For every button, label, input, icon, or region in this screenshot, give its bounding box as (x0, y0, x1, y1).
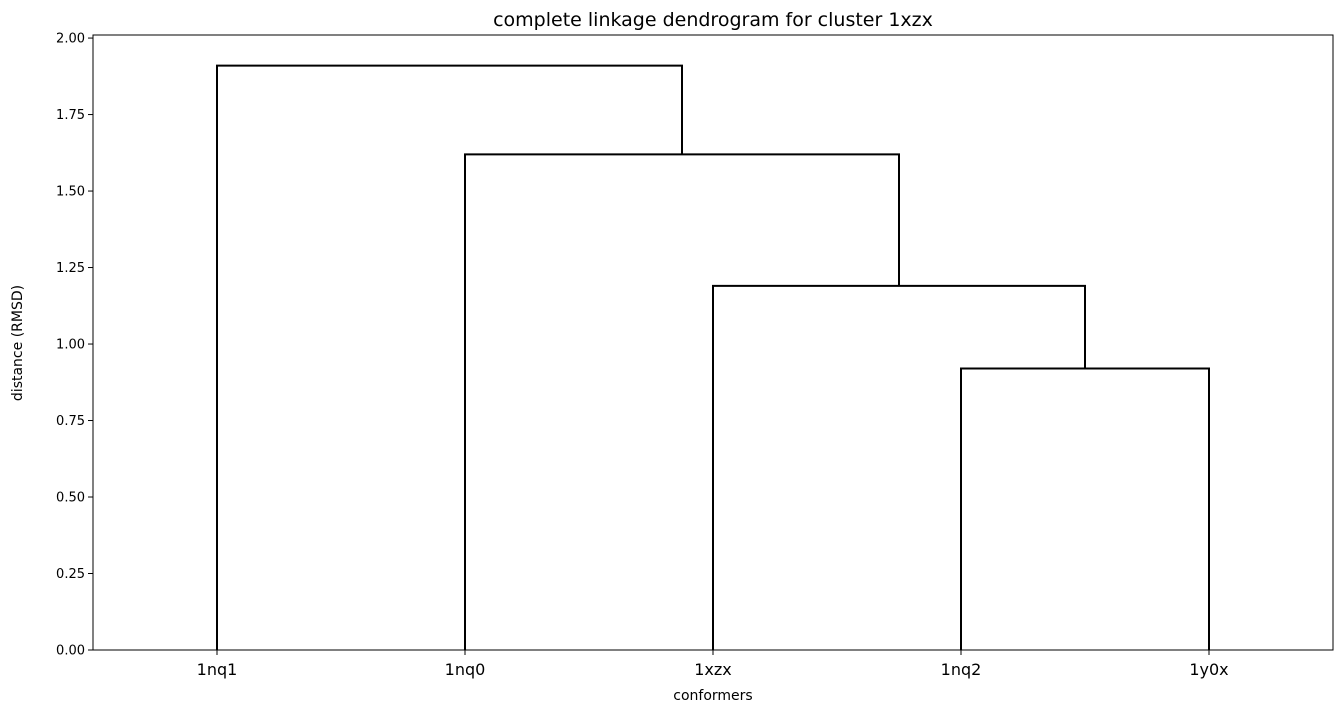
y-tick-label: 0.50 (56, 491, 85, 506)
leaf-label-1nq1: 1nq1 (197, 660, 238, 679)
y-tick-label: 2.00 (56, 32, 85, 47)
chart-title: complete linkage dendrogram for cluster … (493, 9, 933, 31)
plot-area (216, 64, 1210, 650)
x-axis: 1nq1 1nq0 1xzx 1nq2 1y0x (197, 650, 1229, 679)
leaf-label-1nq2: 1nq2 (941, 660, 982, 679)
y-tick-label: 1.75 (56, 108, 85, 123)
y-tick-label: 0.25 (56, 567, 85, 582)
y-tick-label: 0.75 (56, 414, 85, 429)
y-axis-label: distance (RMSD) (10, 285, 26, 401)
dendrogram-link-4 (216, 64, 683, 650)
y-tick-label: 0.00 (56, 644, 85, 659)
y-tick-label: 1.00 (56, 338, 85, 353)
leaf-label-1xzx: 1xzx (694, 660, 732, 679)
leaf-label-1nq0: 1nq0 (445, 660, 486, 679)
x-axis-label: conformers (673, 688, 752, 704)
y-tick-label: 1.25 (56, 261, 85, 276)
leaf-label-1y0x: 1y0x (1189, 660, 1228, 679)
y-axis: 0.00 0.25 0.50 0.75 1.00 1.25 1.50 1.75 2.00 (56, 32, 93, 659)
plot-frame (92, 34, 1334, 651)
y-tick-label: 1.50 (56, 185, 85, 200)
